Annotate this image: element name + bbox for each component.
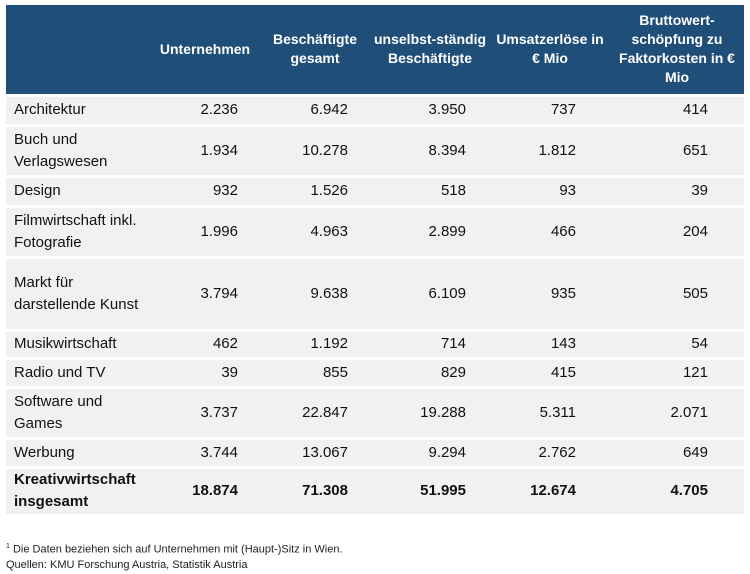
row-label: Radio und TV bbox=[6, 358, 150, 387]
data-table-container: Unternehmen Beschäftigte gesamt unselbst… bbox=[6, 5, 744, 517]
total-umsatz: 12.674 bbox=[490, 467, 610, 515]
cell-unternehmen: 3.794 bbox=[150, 257, 260, 330]
row-label: Werbung bbox=[6, 438, 150, 467]
cell-unternehmen: 39 bbox=[150, 358, 260, 387]
cell-unselbststaendig: 518 bbox=[370, 176, 490, 206]
cell-bruttowert: 204 bbox=[610, 206, 744, 257]
cell-umsatz: 93 bbox=[490, 176, 610, 206]
row-label: Architektur bbox=[6, 95, 150, 125]
table-row: Architektur 2.236 6.942 3.950 737 414 bbox=[6, 95, 744, 125]
cell-bruttowert: 54 bbox=[610, 330, 744, 358]
kreativwirtschaft-table: Unternehmen Beschäftigte gesamt unselbst… bbox=[6, 5, 744, 517]
cell-unselbststaendig: 9.294 bbox=[370, 438, 490, 467]
cell-unselbststaendig: 3.950 bbox=[370, 95, 490, 125]
cell-umsatz: 935 bbox=[490, 257, 610, 330]
cell-unselbststaendig: 19.288 bbox=[370, 387, 490, 438]
cell-umsatz: 466 bbox=[490, 206, 610, 257]
header-label bbox=[6, 5, 150, 97]
cell-bruttowert: 651 bbox=[610, 125, 744, 176]
cell-unternehmen: 1.934 bbox=[150, 125, 260, 176]
cell-beschaeftigte: 4.963 bbox=[260, 206, 370, 257]
table-row: Software und Games 3.737 22.847 19.288 5… bbox=[6, 387, 744, 438]
total-beschaeftigte: 71.308 bbox=[260, 467, 370, 515]
cell-unselbststaendig: 714 bbox=[370, 330, 490, 358]
row-label: Design bbox=[6, 176, 150, 206]
cell-bruttowert: 2.071 bbox=[610, 387, 744, 438]
cell-bruttowert: 121 bbox=[610, 358, 744, 387]
cell-unternehmen: 1.996 bbox=[150, 206, 260, 257]
cell-beschaeftigte: 1.526 bbox=[260, 176, 370, 206]
cell-unselbststaendig: 829 bbox=[370, 358, 490, 387]
cell-unternehmen: 3.737 bbox=[150, 387, 260, 438]
cell-unternehmen: 462 bbox=[150, 330, 260, 358]
table-row: Buch und Verlagswesen 1.934 10.278 8.394… bbox=[6, 125, 744, 176]
footnote: 1 Die Daten beziehen sich auf Unternehme… bbox=[6, 539, 343, 573]
cell-bruttowert: 414 bbox=[610, 95, 744, 125]
cell-unselbststaendig: 6.109 bbox=[370, 257, 490, 330]
table-row: Design 932 1.526 518 93 39 bbox=[6, 176, 744, 206]
table-row: Werbung 3.744 13.067 9.294 2.762 649 bbox=[6, 438, 744, 467]
table-row: Filmwirtschaft inkl. Fotografie 1.996 4.… bbox=[6, 206, 744, 257]
header-unselbststaendig-beschaeftigte: unselbst-ständig Beschäftigte bbox=[370, 5, 490, 97]
cell-beschaeftigte: 10.278 bbox=[260, 125, 370, 176]
cell-beschaeftigte: 1.192 bbox=[260, 330, 370, 358]
cell-beschaeftigte: 13.067 bbox=[260, 438, 370, 467]
header-beschaeftigte-gesamt: Beschäftigte gesamt bbox=[260, 5, 370, 97]
cell-unternehmen: 932 bbox=[150, 176, 260, 206]
row-label: Markt für darstellende Kunst bbox=[6, 257, 150, 330]
cell-bruttowert: 505 bbox=[610, 257, 744, 330]
cell-bruttowert: 39 bbox=[610, 176, 744, 206]
footnote-line-1: 1 Die Daten beziehen sich auf Unternehme… bbox=[6, 539, 343, 558]
cell-beschaeftigte: 22.847 bbox=[260, 387, 370, 438]
row-label: Musikwirtschaft bbox=[6, 330, 150, 358]
cell-beschaeftigte: 6.942 bbox=[260, 95, 370, 125]
cell-beschaeftigte: 9.638 bbox=[260, 257, 370, 330]
total-row: Kreativwirtschaft insgesamt 18.874 71.30… bbox=[6, 467, 744, 515]
cell-umsatz: 2.762 bbox=[490, 438, 610, 467]
total-unselbststaendig: 51.995 bbox=[370, 467, 490, 515]
cell-beschaeftigte: 855 bbox=[260, 358, 370, 387]
total-unternehmen: 18.874 bbox=[150, 467, 260, 515]
header-bruttowertschoepfung: Bruttowert-schöpfung zu Faktorkosten in … bbox=[610, 5, 744, 97]
cell-umsatz: 5.311 bbox=[490, 387, 610, 438]
header-row: Unternehmen Beschäftigte gesamt unselbst… bbox=[6, 5, 744, 97]
cell-unselbststaendig: 2.899 bbox=[370, 206, 490, 257]
footnote-marker: 1 bbox=[6, 543, 10, 550]
row-label: Software und Games bbox=[6, 387, 150, 438]
row-label: Buch und Verlagswesen bbox=[6, 125, 150, 176]
header-umsatzerloese: Umsatzerlöse in € Mio bbox=[490, 5, 610, 97]
cell-umsatz: 1.812 bbox=[490, 125, 610, 176]
cell-bruttowert: 649 bbox=[610, 438, 744, 467]
cell-unternehmen: 3.744 bbox=[150, 438, 260, 467]
table-header: Unternehmen Beschäftigte gesamt unselbst… bbox=[6, 5, 744, 97]
cell-umsatz: 143 bbox=[490, 330, 610, 358]
footnote-text: Die Daten beziehen sich auf Unternehmen … bbox=[12, 543, 343, 556]
total-bruttowert: 4.705 bbox=[610, 467, 744, 515]
footnote-sources: Quellen: KMU Forschung Austria, Statisti… bbox=[6, 558, 248, 571]
total-label: Kreativwirtschaft insgesamt bbox=[6, 467, 150, 515]
row-label: Filmwirtschaft inkl. Fotografie bbox=[6, 206, 150, 257]
header-unternehmen: Unternehmen bbox=[150, 5, 260, 97]
cell-umsatz: 737 bbox=[490, 95, 610, 125]
table-row: Markt für darstellende Kunst 3.794 9.638… bbox=[6, 257, 744, 330]
cell-unternehmen: 2.236 bbox=[150, 95, 260, 125]
table-row: Radio und TV 39 855 829 415 121 bbox=[6, 358, 744, 387]
table-row: Musikwirtschaft 462 1.192 714 143 54 bbox=[6, 330, 744, 358]
table-body: Architektur 2.236 6.942 3.950 737 414 Bu… bbox=[6, 95, 744, 515]
cell-umsatz: 415 bbox=[490, 358, 610, 387]
cell-unselbststaendig: 8.394 bbox=[370, 125, 490, 176]
